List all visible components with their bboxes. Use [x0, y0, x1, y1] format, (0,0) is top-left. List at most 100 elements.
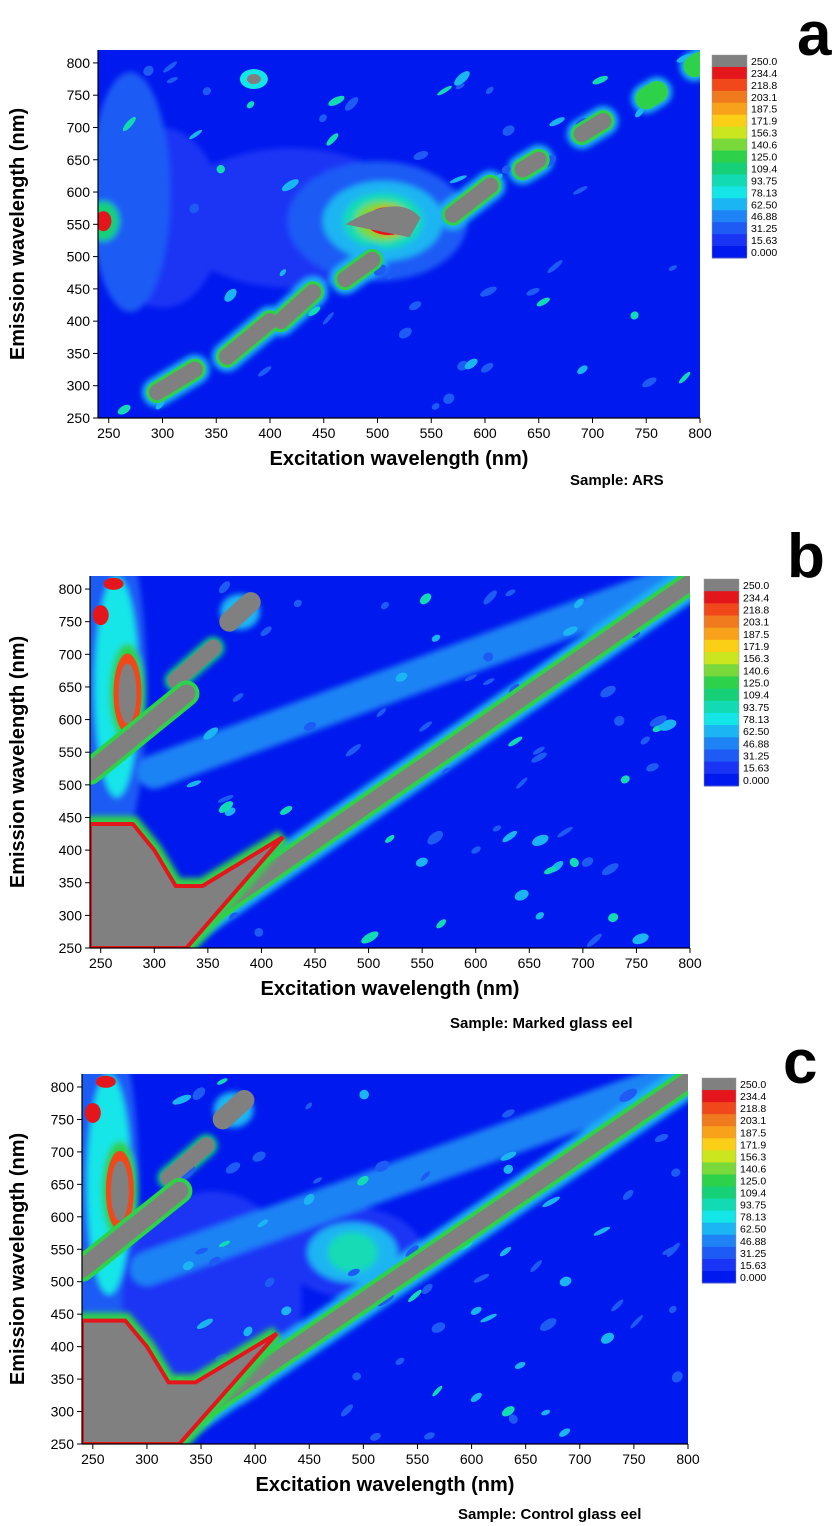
noise-speck [218, 801, 234, 813]
noise-speck [260, 626, 272, 637]
colorbar-swatch [712, 186, 747, 199]
colorbar-label: 156.3 [740, 1151, 766, 1163]
colorbar-label: 125.0 [743, 678, 769, 690]
y-tick-label: 400 [67, 313, 91, 329]
y-axis-title: Emission wavelength (nm) [7, 636, 29, 888]
noise-speck [186, 780, 202, 788]
colorbar-swatch [702, 1150, 736, 1163]
x-tick-label: 450 [298, 1451, 322, 1467]
colorbar-swatch [712, 162, 747, 175]
scatter-halo [635, 80, 668, 110]
colorbar-label: 250.0 [751, 56, 777, 68]
saturated-region [82, 1318, 279, 1444]
noise-speck [303, 1193, 315, 1205]
noise-speck [340, 1404, 354, 1417]
upper-peak-core [246, 74, 261, 85]
noise-speck [218, 581, 231, 594]
colorbar-swatch [702, 1102, 736, 1115]
x-tick-label: 350 [196, 955, 220, 971]
colorbar-label: 15.63 [751, 235, 777, 247]
x-tick-label: 350 [189, 1451, 213, 1467]
x-tick-label: 650 [518, 955, 542, 971]
colorbar-swatch [702, 1258, 736, 1272]
noise-speck [586, 933, 602, 947]
edge-peak [92, 605, 109, 626]
noise-speck [619, 1088, 637, 1102]
noise-speck [218, 1240, 231, 1248]
panel-a: 250 300 350 400 450 500 550 600 650 700 750 800 250 3… [0, 0, 835, 500]
noise-speck [442, 767, 451, 774]
panel-letter-b: b [787, 522, 825, 591]
noise-speck [196, 1318, 213, 1330]
colorbar-label: 78.13 [740, 1212, 766, 1224]
noise-speck [395, 672, 408, 682]
colorbar-swatch [712, 66, 747, 80]
scatter-band [219, 313, 278, 365]
noise-speck [500, 1151, 517, 1161]
noise-speck [485, 86, 494, 95]
noise-speck [419, 593, 432, 605]
noise-speck [678, 371, 691, 384]
noise-speck [431, 403, 440, 410]
y-tick-label: 600 [67, 184, 91, 200]
noise-speck [208, 1256, 221, 1267]
x-tick-label: 750 [625, 955, 649, 971]
colorbar-label: 187.5 [751, 104, 777, 116]
noise-speck [322, 312, 334, 325]
colorbar-swatch [702, 1186, 736, 1200]
colorbar-swatch [712, 234, 747, 247]
y-tick-label: 800 [51, 1079, 75, 1095]
scatter-band [514, 151, 547, 178]
scatter-halo [683, 51, 700, 78]
noise-speck [470, 1392, 482, 1403]
noise-speck [279, 269, 287, 277]
y-tick-label: 500 [67, 249, 91, 265]
x-tick-label: 800 [688, 425, 712, 441]
noise-speck [420, 1171, 431, 1181]
colorbar-label: 218.8 [743, 604, 769, 616]
colorbar-swatch [712, 55, 747, 68]
scatter-band [444, 177, 499, 223]
noise-speck [195, 1247, 208, 1255]
noise-speck [640, 736, 650, 745]
y-tick-label: 350 [59, 875, 83, 891]
y-tick-label: 700 [59, 646, 83, 662]
noise-speck [573, 186, 588, 195]
colorbar-label: 31.25 [743, 751, 769, 763]
noise-speck [532, 834, 549, 847]
scatter-band [337, 251, 381, 288]
noise-speck [547, 260, 563, 274]
sample-label-a: Sample: ARS [570, 472, 664, 489]
colorbar-label: 234.4 [751, 68, 777, 80]
x-tick-label: 550 [410, 955, 434, 971]
noise-speck [470, 1306, 482, 1315]
x-tick-label: 300 [151, 425, 175, 441]
noise-speck [671, 1371, 683, 1383]
noise-speck [654, 1133, 669, 1143]
y-tick-label: 500 [59, 777, 83, 793]
y-tick-label: 550 [59, 744, 83, 760]
x-tick-label: 400 [243, 1451, 267, 1467]
x-tick-label: 250 [81, 1451, 105, 1467]
noise-speck [326, 133, 339, 146]
colorbar-swatch [712, 78, 747, 92]
noise-speck [483, 652, 494, 662]
noise-speck [608, 913, 619, 923]
colorbar-label: 156.3 [743, 653, 769, 665]
colorbar-swatch [712, 138, 747, 152]
colorbar-label: 31.25 [751, 223, 777, 235]
colorbar-swatch [702, 1078, 736, 1091]
noise-speck [559, 1276, 572, 1287]
x-tick-label: 700 [571, 955, 595, 971]
noise-speck [122, 116, 136, 132]
colorbar-swatch [702, 1126, 736, 1139]
y-axis-title: Emission wavelength (nm) [7, 108, 29, 360]
noise-speck [502, 125, 515, 136]
x-tick-label: 400 [250, 955, 274, 971]
colorbar-label: 125.0 [751, 152, 777, 164]
noise-speck [516, 777, 528, 789]
sample-label-c: Sample: Control glass eel [458, 1506, 642, 1523]
colorbar: 250.0234.4218.8203.1187.5171.9156.3140.6… [703, 578, 769, 787]
colorbar-swatch [702, 1222, 736, 1236]
scatter-band [137, 576, 690, 789]
